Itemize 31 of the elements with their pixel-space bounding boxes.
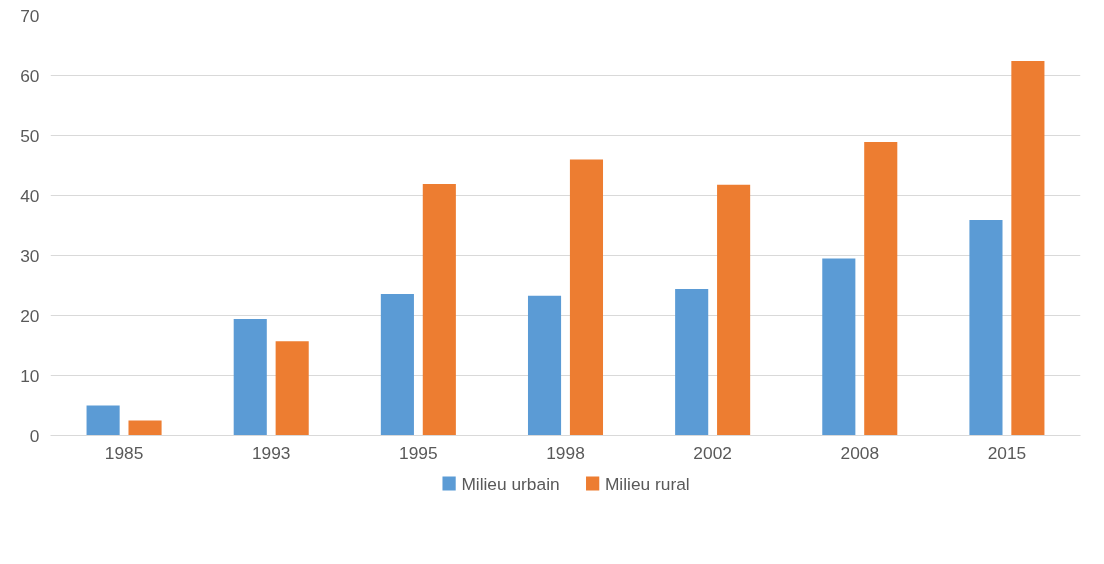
bar [969,220,1003,436]
bar [128,420,162,436]
y-tick-label: 20 [20,305,40,326]
x-tick-label: 2002 [693,442,732,463]
bar [422,184,456,436]
bar [675,289,709,436]
y-tick-label: 10 [20,365,40,386]
bar [864,142,898,436]
bar [717,184,751,436]
bar [1011,61,1045,436]
bar [569,159,604,436]
x-tick-label: 1995 [399,442,438,463]
x-tick-label: 1985 [104,442,144,463]
x-tick-label: 1998 [546,442,585,463]
bar [86,405,120,436]
bar [527,295,562,436]
y-tick-label: 40 [20,185,40,206]
y-tick-label: 60 [20,65,40,86]
legend-label: Milieu rural [604,473,690,494]
bar [822,258,856,436]
y-tick-label: 30 [20,245,40,266]
bar [275,341,309,436]
bar [380,293,414,436]
y-tick-label: 50 [20,125,40,146]
x-tick-label: 2008 [840,442,880,463]
legend-label: Milieu urbain [461,473,560,494]
y-tick-label: 0 [29,425,40,446]
x-tick-label: 1993 [251,442,291,463]
bar [233,319,267,436]
x-tick-label: 2015 [987,442,1027,463]
y-tick-label: 70 [20,5,40,26]
